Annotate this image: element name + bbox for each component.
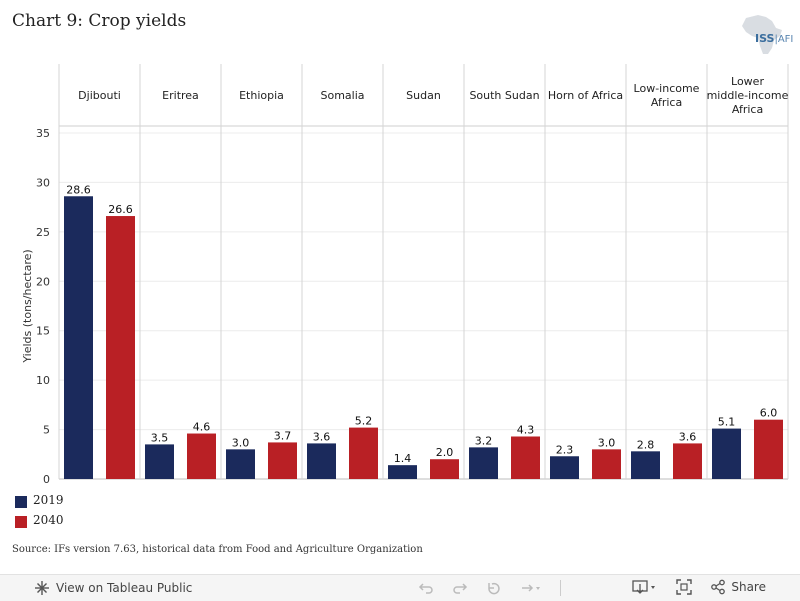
data-label: 3.5 <box>151 431 169 444</box>
tableau-logo-icon <box>35 581 49 595</box>
share-label: Share <box>731 580 766 594</box>
logo-text-sub: AFI <box>777 34 794 45</box>
y-tick-label: 0 <box>43 473 50 485</box>
category-label: South Sudan <box>469 89 539 102</box>
y-tick-label: 35 <box>36 127 50 140</box>
bar-2040 <box>268 442 297 479</box>
category-label: Low-income <box>634 82 700 95</box>
bar-2040 <box>754 419 783 479</box>
y-tick-label: 15 <box>36 325 50 338</box>
category-label: Lower <box>731 75 764 88</box>
category-label: Sudan <box>406 89 441 102</box>
bar-2040 <box>106 216 135 480</box>
chart-title: Chart 9: Crop yields <box>12 11 187 31</box>
bar-2019 <box>64 196 93 480</box>
data-label: 3.2 <box>475 434 493 447</box>
y-tick-label: 30 <box>36 176 50 189</box>
category-label: Africa <box>651 96 682 109</box>
data-label: 4.6 <box>193 421 211 434</box>
data-label: 3.6 <box>679 430 697 443</box>
bar-2040 <box>430 459 459 479</box>
data-label: 26.6 <box>108 203 133 216</box>
bar-2019 <box>469 447 498 479</box>
data-label: 28.6 <box>66 183 91 196</box>
share-icon <box>711 579 726 595</box>
legend-swatch-2019 <box>15 496 27 508</box>
y-tick-label: 25 <box>36 226 50 239</box>
data-label: 3.0 <box>232 436 250 449</box>
data-label: 2.8 <box>637 438 655 451</box>
bar-2040 <box>511 436 540 479</box>
legend: 2019 2040 <box>15 490 64 530</box>
revert-icon[interactable] <box>486 580 502 596</box>
bar-2019 <box>145 444 174 479</box>
bar-2019 <box>631 451 660 479</box>
data-label: 3.0 <box>598 436 616 449</box>
legend-item-2019[interactable]: 2019 <box>15 490 64 510</box>
toolbar-divider <box>560 580 561 596</box>
y-axis-title: Yields (tons/hectare) <box>21 249 34 363</box>
bar-chart: 0 5 10 15 20 25 30 35 Yields (tons/hectare) Djibo… <box>21 64 789 485</box>
data-label: 2.3 <box>556 443 574 456</box>
undo-icon[interactable] <box>418 580 434 596</box>
bar-2019 <box>550 456 579 479</box>
tableau-toolbar: View on Tableau Public Share <box>0 574 800 601</box>
bar-2040 <box>592 449 621 479</box>
y-tick-label: 5 <box>43 424 50 437</box>
legend-label-2019: 2019 <box>33 493 64 507</box>
data-label: 3.7 <box>274 429 292 442</box>
legend-swatch-2040 <box>15 516 27 528</box>
data-label: 5.1 <box>718 416 736 429</box>
category-label: middle-income <box>707 89 789 102</box>
data-label: 2.0 <box>436 446 454 459</box>
view-on-tableau-button[interactable]: View on Tableau Public <box>34 580 192 596</box>
refresh-icon[interactable] <box>520 580 542 596</box>
bar-2040 <box>187 433 216 479</box>
bar-2019 <box>388 465 417 479</box>
bar-2019 <box>226 449 255 479</box>
category-label: Africa <box>732 103 763 116</box>
data-label: 1.4 <box>394 452 412 465</box>
redo-icon[interactable] <box>452 580 468 596</box>
category-label: Ethiopia <box>239 89 284 102</box>
y-tick-label: 20 <box>36 275 50 288</box>
category-label: Horn of Africa <box>548 89 623 102</box>
data-label: 5.2 <box>355 415 373 428</box>
bar-2019 <box>307 443 336 479</box>
bar-2040 <box>673 443 702 479</box>
view-on-tableau-label: View on Tableau Public <box>56 581 193 595</box>
fullscreen-icon[interactable] <box>676 579 693 595</box>
y-tick-label: 10 <box>36 374 50 387</box>
share-button[interactable]: Share <box>710 579 766 595</box>
legend-label-2040: 2040 <box>33 513 64 527</box>
category-label: Somalia <box>320 89 364 102</box>
bar-2019 <box>712 428 741 479</box>
category-label: Djibouti <box>78 89 121 102</box>
category-label: Eritrea <box>162 89 199 102</box>
legend-item-2040[interactable]: 2040 <box>15 510 64 530</box>
bar-2040 <box>349 427 378 479</box>
africa-map-logo-icon <box>742 15 782 54</box>
download-icon[interactable] <box>632 579 658 595</box>
logo-text-main: ISS <box>755 32 775 45</box>
data-label: 3.6 <box>313 430 331 443</box>
source-note: Source: IFs version 7.63, historical dat… <box>12 544 423 555</box>
data-label: 4.3 <box>517 423 535 436</box>
data-label: 6.0 <box>760 407 778 420</box>
iss-logo: ISS|AFI <box>755 32 794 45</box>
